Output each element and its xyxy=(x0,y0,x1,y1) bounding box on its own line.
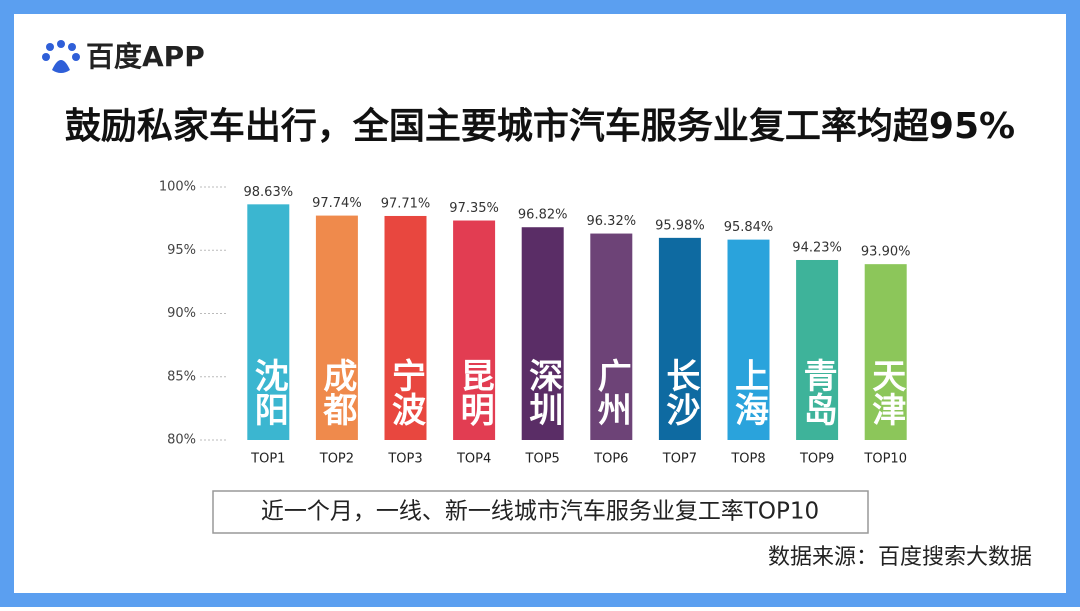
bar-label: 沈阳 xyxy=(248,358,288,426)
caption-box xyxy=(212,490,869,534)
y-tick-label: 85% xyxy=(167,369,196,384)
logo-icon xyxy=(42,40,80,73)
caption: 近一个月，一线、新一线城市汽车服务业复工率TOP10 xyxy=(261,499,819,525)
bar-label: 成都 xyxy=(317,358,358,426)
x-tick-label: TOP9 xyxy=(799,452,834,467)
bar-label: 深圳 xyxy=(523,358,563,426)
bar-label: 长沙 xyxy=(660,358,700,426)
value-label: 97.35% xyxy=(449,201,499,216)
value-label: 94.23% xyxy=(792,240,842,255)
x-tick-label: TOP2 xyxy=(319,452,354,467)
bar-label: 青岛 xyxy=(797,358,837,426)
value-label: 96.82% xyxy=(518,208,568,223)
x-tick-label: TOP7 xyxy=(662,452,697,467)
x-tick-label: TOP1 xyxy=(250,452,285,467)
bar xyxy=(658,237,701,440)
x-tick-label: TOP3 xyxy=(387,452,422,467)
bar xyxy=(864,264,907,440)
source: 数据来源：百度搜索大数据 xyxy=(768,545,1032,570)
bar xyxy=(315,215,358,440)
y-tick-label: 100% xyxy=(159,180,196,195)
value-label: 95.84% xyxy=(724,220,774,235)
bar-label: 广州 xyxy=(591,358,631,426)
brand: 百度APP xyxy=(86,40,205,73)
bar-label: 上海 xyxy=(729,358,769,426)
bar xyxy=(384,215,427,440)
x-tick-label: TOP4 xyxy=(456,452,491,467)
value-label: 95.98% xyxy=(655,218,705,233)
bar xyxy=(453,220,496,440)
y-tick-label: 80% xyxy=(167,433,196,448)
y-tick-label: 90% xyxy=(167,306,196,321)
bar xyxy=(590,233,633,440)
value-label: 96.32% xyxy=(587,214,637,229)
bar xyxy=(247,204,290,440)
bar-label: 天津 xyxy=(866,358,906,426)
bar-label: 昆明 xyxy=(454,358,494,427)
x-tick-label: TOP8 xyxy=(730,452,765,467)
bar xyxy=(727,239,770,440)
y-tick-label: 95% xyxy=(167,243,196,258)
value-label: 93.90% xyxy=(861,245,911,260)
bar xyxy=(796,259,839,440)
title: 鼓励私家车出行，全国主要城市汽车服务业复工率均超95% xyxy=(65,105,1015,147)
bar xyxy=(521,227,564,440)
x-tick-label: TOP6 xyxy=(593,452,628,467)
x-tick-label: TOP10 xyxy=(863,452,907,467)
bar-label: 宁波 xyxy=(386,358,426,426)
x-tick-label: TOP5 xyxy=(525,452,560,467)
value-label: 98.63% xyxy=(244,185,294,200)
value-label: 97.74% xyxy=(312,196,362,211)
value-label: 97.71% xyxy=(381,196,431,211)
